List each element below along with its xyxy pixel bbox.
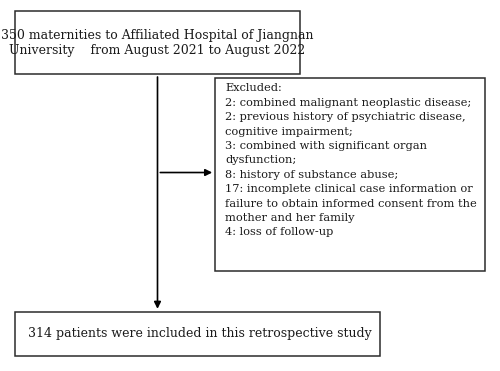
Text: 314 patients were included in this retrospective study: 314 patients were included in this retro… <box>28 327 371 341</box>
Text: 350 maternities to Affiliated Hospital of Jiangnan
University    from August 202: 350 maternities to Affiliated Hospital o… <box>1 29 314 57</box>
Bar <box>15 11 300 74</box>
Text: Excluded:
2: combined malignant neoplastic disease;
2: previous history of psych: Excluded: 2: combined malignant neoplast… <box>225 83 477 237</box>
Bar <box>215 78 485 271</box>
Bar <box>15 312 380 356</box>
